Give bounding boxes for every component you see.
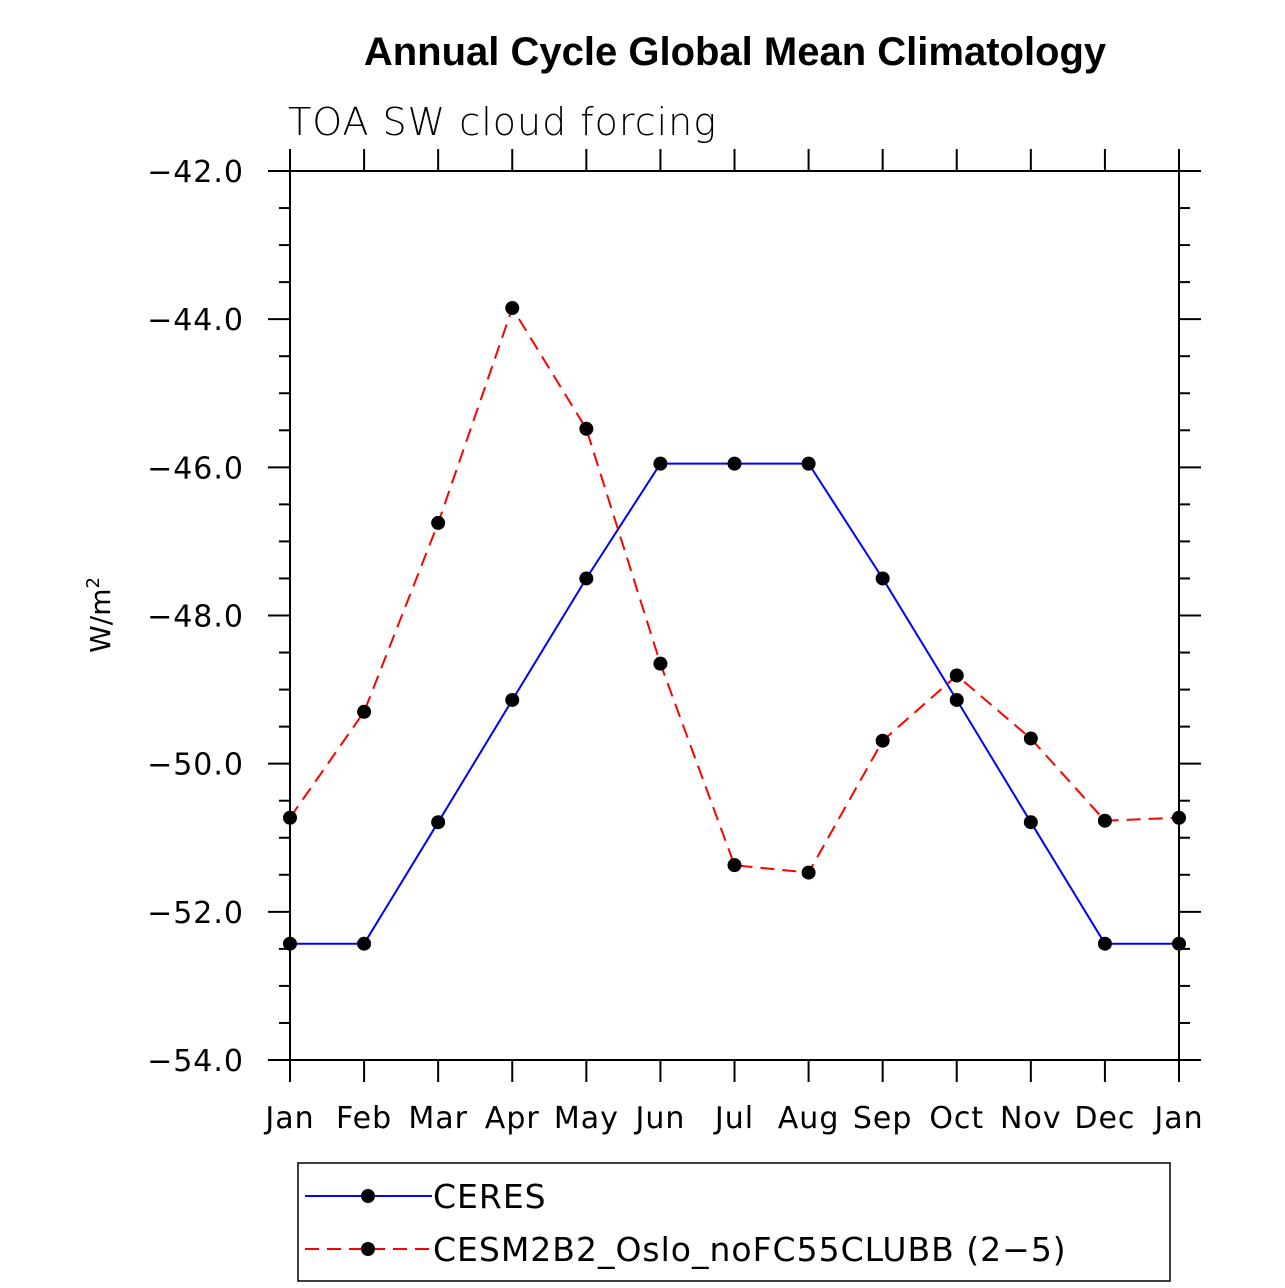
data-point-series-2 — [579, 421, 594, 436]
x-tick-label: Apr — [485, 1101, 540, 1136]
legend-marker-series-2 — [361, 1242, 375, 1256]
y-tick-label: −42.0 — [147, 155, 244, 190]
data-point-series-1 — [949, 692, 964, 707]
x-tick-label: Oct — [929, 1101, 984, 1136]
series-layer — [283, 301, 1186, 951]
data-point-series-2 — [1097, 813, 1112, 828]
data-point-series-1 — [1172, 936, 1186, 951]
data-point-series-1 — [1097, 936, 1112, 951]
data-point-series-2 — [283, 810, 297, 825]
x-tick-label: Jan — [263, 1101, 314, 1136]
y-tick-label: −50.0 — [147, 748, 244, 783]
x-tick-label: Jun — [633, 1101, 685, 1136]
data-point-series-2 — [727, 858, 742, 873]
legend-box — [297, 1162, 1171, 1282]
x-tick-label: Mar — [408, 1101, 468, 1136]
data-point-series-1 — [875, 571, 890, 586]
data-point-series-2 — [505, 301, 520, 316]
y-tick-label: −46.0 — [147, 451, 244, 486]
data-point-series-1 — [579, 571, 594, 586]
data-point-series-1 — [727, 456, 742, 471]
legend-label-series-2: CESM2B2_Oslo_noFC55CLUBB (2−5) — [433, 1230, 1067, 1269]
x-tick-label: Jul — [713, 1101, 754, 1136]
y-axis-label: W/m2 — [83, 577, 117, 653]
chart-subtitle: TOA SW cloud forcing — [288, 100, 717, 144]
x-tick-label: Feb — [336, 1101, 392, 1136]
y-tick-label: −44.0 — [147, 303, 244, 338]
data-point-series-2 — [801, 865, 816, 880]
axis-ticks — [268, 149, 1201, 1082]
data-point-series-2 — [875, 733, 890, 748]
data-point-series-1 — [1023, 815, 1038, 830]
y-axis-label-base: W/m — [84, 589, 117, 653]
data-point-series-1 — [357, 936, 372, 951]
data-point-series-2 — [357, 704, 372, 719]
y-tick-label: −52.0 — [147, 896, 244, 931]
x-tick-label: Jan — [1152, 1101, 1203, 1136]
x-tick-label: Dec — [1074, 1101, 1135, 1136]
x-tick-label: Sep — [853, 1101, 913, 1136]
data-point-series-1 — [653, 456, 668, 471]
data-point-series-2 — [1172, 810, 1186, 825]
data-point-series-1 — [283, 936, 297, 951]
data-point-series-2 — [1023, 731, 1038, 746]
y-tick-labels: −42.0 −44.0 −46.0 −48.0 −50.0 −52.0 −54.0 — [147, 155, 244, 1079]
y-tick-label: −48.0 — [147, 600, 244, 635]
x-tick-label: May — [554, 1101, 619, 1136]
x-tick-label: Nov — [1000, 1101, 1062, 1136]
data-point-series-1 — [431, 815, 446, 830]
legend-label-series-1: CERES — [433, 1177, 547, 1216]
x-tick-label: Aug — [778, 1101, 840, 1136]
chart-title: Annual Cycle Global Mean Climatology — [364, 30, 1107, 74]
data-point-series-2 — [949, 668, 964, 683]
plot-frame — [289, 170, 1180, 1061]
plot-border — [289, 170, 1180, 1061]
y-axis-label-superscript: 2 — [83, 577, 104, 588]
data-point-series-1 — [505, 692, 520, 707]
legend-marker-series-1 — [361, 1189, 375, 1203]
x-tick-labels: Jan Feb Mar Apr May Jun Jul Aug Sep Oct Nov Dec Jan — [263, 1101, 1203, 1136]
data-point-series-2 — [653, 656, 668, 671]
data-point-series-2 — [431, 515, 446, 530]
legend: CERES CESM2B2_Oslo_noFC55CLUBB (2−5) — [297, 1162, 1171, 1282]
series-line-2 — [289, 305, 1180, 874]
y-tick-label: −54.0 — [147, 1044, 244, 1079]
data-point-series-1 — [801, 456, 816, 471]
